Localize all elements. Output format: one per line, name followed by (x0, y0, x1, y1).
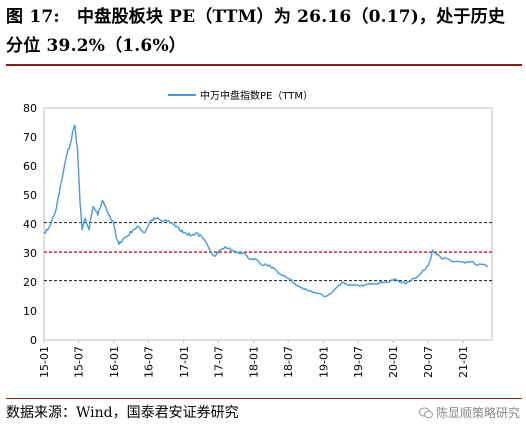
x-tick-label: 16-01 (108, 346, 121, 378)
x-axis: 15-01 15-07 16-01 16-07 17-01 17-07 18-01 18-07… (38, 340, 470, 378)
y-tick-label: 80 (23, 102, 37, 115)
series-layer (43, 124, 488, 298)
x-tick-label: 15-01 (38, 346, 51, 378)
figure-title: 图 17: 中盘股板块 PE（TTM）为 26.16（0.17)，处于历史分位 … (6, 7, 506, 56)
x-tick-label: 21-01 (457, 346, 470, 378)
x-tick-label: 20-01 (387, 346, 400, 378)
y-tick-label: 50 (23, 189, 37, 202)
legend: 中万中盘指数PE（TTM） (168, 89, 313, 102)
source-note: 数据来源：Wind，国泰君安证券研究 (6, 405, 239, 421)
title-rule (6, 64, 522, 66)
x-tick-label: 17-01 (178, 346, 191, 378)
x-tick-label: 20-07 (422, 346, 435, 378)
series-line-pe-ttm (43, 124, 488, 298)
x-tick-label: 16-07 (143, 346, 156, 378)
x-tick-label: 19-01 (317, 346, 330, 378)
x-tick-label: 17-07 (212, 346, 225, 378)
plot-frame (43, 107, 493, 341)
x-tick-label: 15-07 (73, 346, 86, 378)
x-tick-label: 19-07 (352, 346, 365, 378)
y-tick-label: 30 (23, 247, 37, 260)
y-tick-label: 10 (23, 305, 37, 318)
x-tick-label: 18-07 (282, 346, 295, 378)
y-tick-label: 20 (23, 276, 37, 289)
y-tick-label: 0 (30, 334, 37, 347)
y-axis: 0 10 20 30 40 50 60 70 80 (23, 102, 37, 347)
y-tick-label: 60 (23, 160, 37, 173)
wechat-icon (418, 407, 433, 418)
x-tick-label: 18-01 (248, 346, 261, 378)
watermark-text: 陈显顺策略研究 (435, 406, 520, 420)
y-tick-label: 70 (23, 131, 37, 144)
reference-lines (44, 221, 492, 282)
watermark: 陈显顺策略研究 (418, 404, 520, 421)
y-tick-label: 40 (23, 218, 37, 231)
legend-label: 中万中盘指数PE（TTM） (200, 89, 313, 102)
source-rule (6, 398, 522, 399)
